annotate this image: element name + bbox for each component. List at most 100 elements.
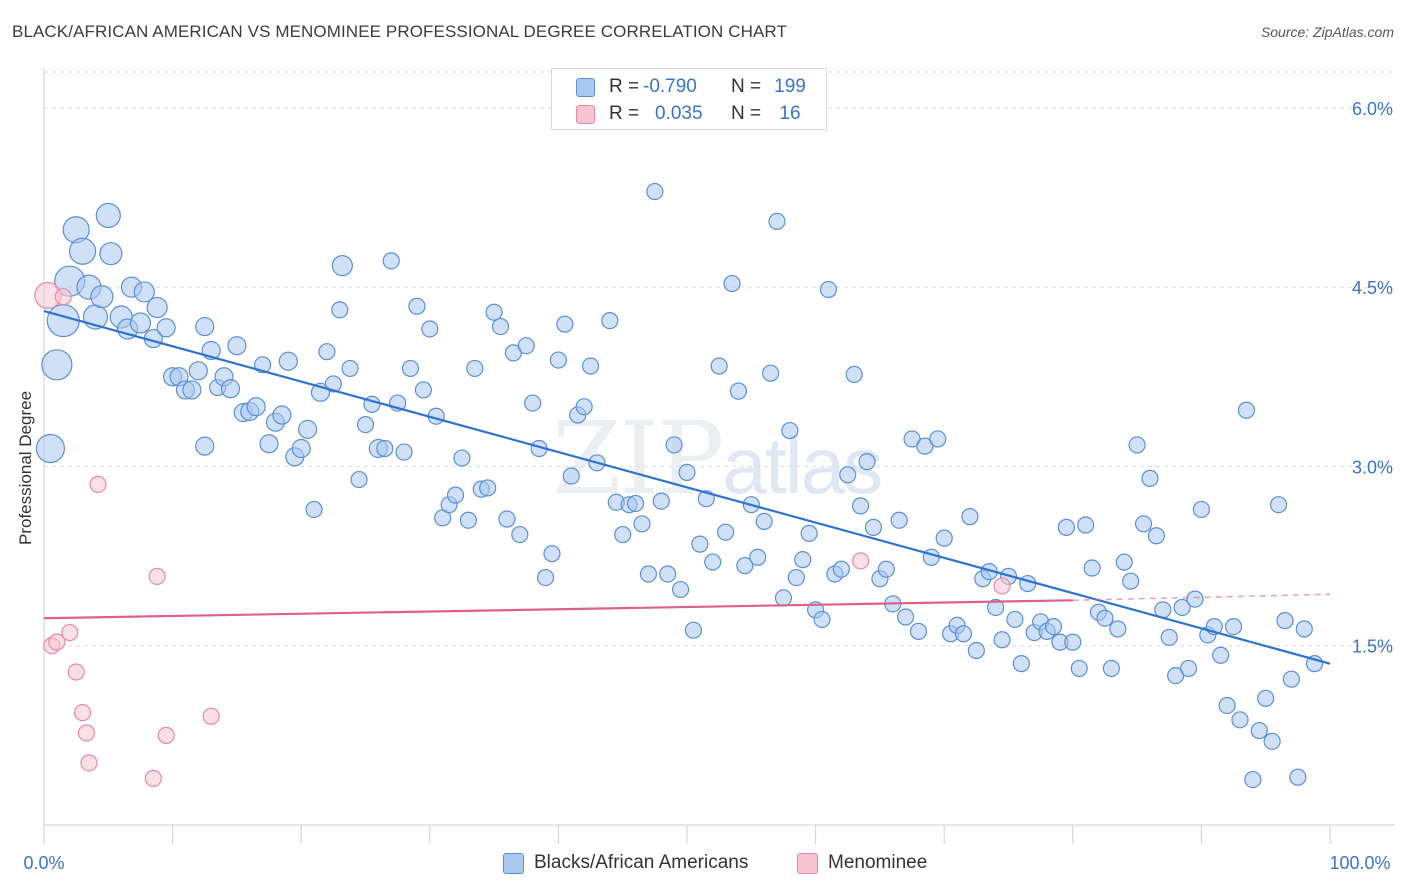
- trendline-blacks: [43, 309, 1331, 665]
- y-tick-label: 3.0%: [1352, 457, 1393, 477]
- data-point-blacks: [95, 202, 121, 229]
- data-point-blacks: [1019, 574, 1037, 593]
- data-point-blacks: [787, 568, 805, 587]
- legend-swatch-blue: [576, 77, 595, 97]
- data-point-menominee: [89, 475, 107, 493]
- data-point-blacks: [1231, 711, 1249, 729]
- data-point-blacks: [382, 252, 400, 270]
- legend-n-label: N =: [731, 76, 762, 97]
- data-point-blacks: [916, 437, 934, 455]
- data-point-blacks: [331, 301, 349, 319]
- legend-item-menominee[interactable]: Menominee: [797, 852, 927, 874]
- correlation-legend: R = -0.790 N = 199 R = 0.035 N = 16: [551, 68, 827, 130]
- data-point-blacks: [414, 381, 432, 399]
- data-point-blacks: [1276, 612, 1294, 630]
- data-point-blacks: [967, 641, 985, 660]
- y-tick-label: 4.5%: [1352, 278, 1393, 298]
- legend-item-blacks[interactable]: Blacks/African Americans: [503, 852, 748, 874]
- data-point-blacks: [195, 436, 215, 456]
- trendline-menominee-extension: [1072, 593, 1331, 602]
- data-point-blacks: [954, 625, 973, 643]
- data-point-blacks: [678, 463, 696, 482]
- data-point-blacks: [626, 494, 645, 513]
- data-point-blacks: [1141, 469, 1159, 487]
- legend-swatch-pink: [797, 852, 818, 874]
- data-point-blacks: [774, 589, 793, 607]
- data-point-blacks: [993, 631, 1011, 649]
- data-point-blacks: [665, 436, 683, 454]
- data-point-blacks: [1237, 401, 1256, 419]
- data-point-blacks: [408, 297, 426, 315]
- data-point-blacks: [729, 382, 748, 400]
- data-point-blacks: [704, 553, 722, 571]
- data-point-blacks: [272, 405, 292, 425]
- data-point-blacks: [278, 351, 298, 371]
- data-point-blacks: [485, 303, 503, 321]
- data-point-blacks: [1115, 553, 1133, 571]
- data-point-blacks: [376, 439, 394, 458]
- data-point-blacks: [614, 525, 632, 544]
- data-point-blacks: [646, 182, 664, 201]
- data-point-blacks: [1295, 620, 1313, 638]
- data-point-blacks: [633, 515, 651, 533]
- data-point-blacks: [1282, 670, 1301, 688]
- data-point-blacks: [1167, 666, 1185, 685]
- data-point-blacks: [182, 380, 202, 400]
- data-point-blacks: [466, 359, 484, 378]
- data-point-blacks: [246, 397, 266, 417]
- data-point-blacks: [543, 545, 561, 563]
- data-point-blacks: [671, 580, 690, 599]
- legend-label-menominee: Menominee: [828, 852, 928, 873]
- data-point-menominee: [202, 707, 220, 725]
- data-point-blacks: [453, 449, 471, 467]
- data-point-blacks: [710, 357, 728, 375]
- data-point-blacks: [1064, 633, 1082, 651]
- data-point-blacks: [1218, 696, 1236, 715]
- data-point-blacks: [511, 525, 529, 544]
- y-tick-label: 1.5%: [1352, 637, 1393, 657]
- data-point-blacks: [35, 433, 66, 464]
- data-point-blacks: [305, 500, 323, 519]
- legend-n-value: 199: [774, 76, 806, 97]
- data-point-blacks: [1212, 646, 1230, 664]
- data-point-blacks: [1057, 518, 1075, 536]
- data-point-blacks: [99, 242, 123, 266]
- data-point-blacks: [1263, 732, 1281, 750]
- data-point-menominee: [80, 754, 98, 772]
- data-point-blacks: [877, 560, 895, 578]
- data-point-blacks: [1244, 770, 1262, 789]
- data-point-blacks: [498, 510, 516, 528]
- data-point-blacks: [291, 438, 311, 459]
- data-point-blacks: [749, 548, 767, 566]
- data-point-blacks: [864, 518, 883, 536]
- data-point-blacks: [1147, 527, 1165, 545]
- legend-n-label: N =: [731, 103, 762, 124]
- data-point-blacks: [691, 535, 709, 553]
- legend-swatch-pink: [576, 104, 595, 124]
- data-point-menominee: [157, 726, 175, 744]
- data-point-blacks: [195, 316, 215, 337]
- data-point-blacks: [1257, 689, 1275, 707]
- data-point-blacks: [929, 430, 947, 448]
- legend-label-blacks: Blacks/African Americans: [534, 852, 749, 873]
- data-point-blacks: [723, 274, 741, 293]
- legend-r-value: 0.035: [655, 103, 703, 124]
- data-point-blacks: [395, 443, 413, 461]
- data-point-blacks: [903, 430, 921, 448]
- data-point-blacks: [1224, 617, 1243, 636]
- legend-n-value: 16: [779, 103, 801, 124]
- data-point-blacks: [129, 312, 152, 334]
- data-point-menominee: [73, 704, 92, 722]
- data-point-blacks: [1070, 659, 1088, 678]
- data-point-blacks: [156, 318, 176, 338]
- data-point-blacks: [556, 315, 574, 333]
- legend-row-menominee: R = 0.035 N = 16: [576, 101, 815, 127]
- data-point-blacks: [536, 568, 555, 587]
- data-point-blacks: [639, 565, 658, 583]
- data-point-menominee: [67, 663, 85, 681]
- legend-row-blacks: R = -0.790 N = 199: [576, 74, 815, 100]
- data-point-blacks: [41, 349, 73, 381]
- data-point-blacks: [324, 375, 342, 393]
- data-point-blacks: [581, 357, 600, 375]
